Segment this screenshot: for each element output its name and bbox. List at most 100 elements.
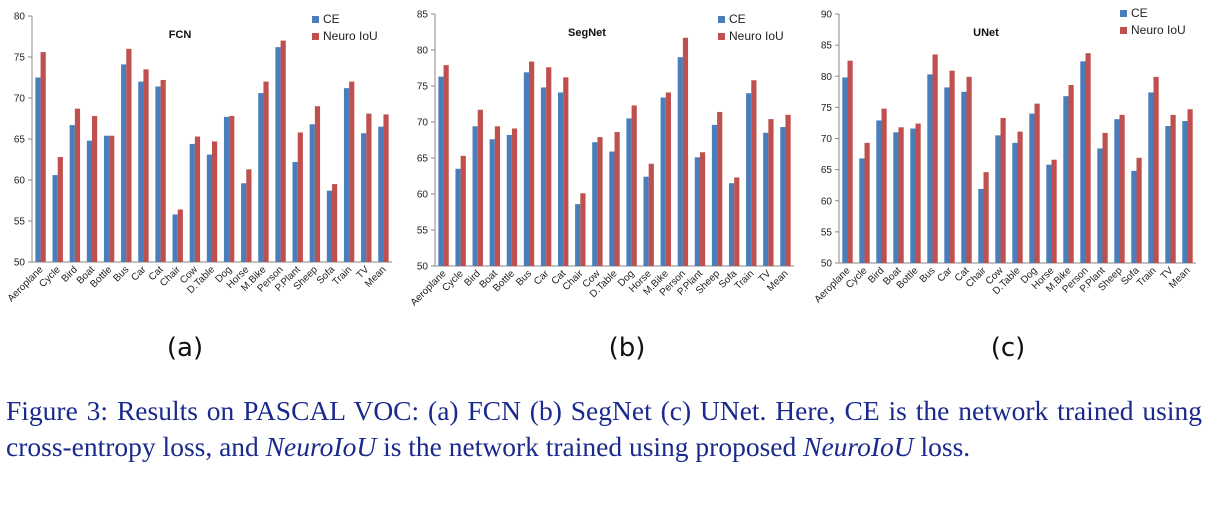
segnet-bar-neuro-iou-cat — [563, 77, 569, 266]
panel-label-b: (b) — [608, 333, 646, 363]
caption-italic-neuroiou-1: NeuroIoU — [265, 431, 377, 462]
segnet-bar-neuro-iou-d-table — [614, 132, 620, 266]
fcn-bar-neuro-iou-car — [143, 69, 149, 262]
segnet-y-tick-label-70: 70 — [417, 118, 429, 129]
unet-bar-ce-m-bike — [1063, 96, 1069, 263]
unet-bar-neuro-iou-aeroplane — [847, 60, 853, 263]
fcn-bar-ce-sofa — [326, 190, 332, 262]
segnet-y-tick-label-60: 60 — [417, 190, 429, 201]
fcn-bar-ce-bus — [121, 64, 127, 262]
fcn-bar-ce-mean — [378, 126, 384, 262]
unet-bar-ce-boat — [893, 132, 899, 263]
segnet-bar-ce-horse — [643, 176, 649, 266]
caption-prefix: Figure 3: Results on PASCAL VOC: (a) FCN… — [6, 395, 1202, 462]
fcn-bar-neuro-iou-bird — [74, 108, 81, 262]
fcn-bar-neuro-iou-tv — [366, 113, 372, 262]
segnet-legend-swatch-ce — [718, 16, 725, 23]
unet-y-tick-label-65: 65 — [821, 165, 833, 176]
unet-bar-neuro-iou-m-bike — [1068, 84, 1074, 263]
segnet-y-tick-label-65: 65 — [417, 154, 429, 165]
fcn-bar-neuro-iou-cycle — [57, 157, 63, 262]
segnet-bar-neuro-iou-boat — [494, 126, 501, 266]
unet-y-tick-label-50: 50 — [821, 259, 833, 270]
fcn-y-tick-label-80: 80 — [14, 12, 26, 23]
segnet-bar-neuro-iou-sheep — [717, 111, 723, 266]
unet-bar-neuro-iou-sofa — [1136, 157, 1142, 263]
unet-bar-neuro-iou-bus — [932, 54, 938, 264]
unet-y-tick-label-75: 75 — [821, 103, 833, 114]
unet-bar-neuro-iou-tv — [1170, 114, 1176, 263]
unet-chart-title: UNet — [973, 27, 999, 39]
fcn-bar-neuro-iou-cow — [194, 136, 201, 262]
segnet-bar-ce-chair — [575, 204, 581, 266]
segnet-bar-neuro-iou-mean — [785, 114, 791, 266]
segnet-bar-ce-bird — [472, 126, 478, 266]
unet-bar-ce-mean — [1182, 121, 1188, 263]
fcn-category-label-car: Car — [129, 264, 149, 284]
panel-label-c: (c) — [990, 333, 1026, 363]
fcn-bar-ce-person — [275, 47, 281, 262]
segnet-y-tick-label-50: 50 — [417, 262, 429, 273]
caption-italic-neuroiou-2: NeuroIoU — [803, 431, 914, 462]
segnet-y-tick-label-55: 55 — [417, 226, 429, 237]
fcn-bar-neuro-iou-d-table — [212, 141, 218, 262]
fcn-bar-neuro-iou-m-bike — [263, 81, 269, 262]
segnet-bar-ce-d-table — [609, 151, 615, 266]
unet-bar-ce-tv — [1165, 126, 1171, 263]
unet-chart: 505560657075808590AeroplaneCycleBirdBoat… — [813, 6, 1196, 305]
fcn-bar-ce-horse — [241, 183, 247, 262]
fcn-bar-ce-dog — [223, 116, 230, 262]
fcn-bar-neuro-iou-sofa — [332, 184, 338, 262]
fcn-chart: 50556065707580AeroplaneCycleBirdBoatBott… — [6, 12, 392, 304]
unet-bar-ce-bus — [927, 74, 933, 263]
segnet-legend-swatch-neuro-iou — [718, 33, 725, 40]
segnet-y-tick-label-80: 80 — [417, 46, 429, 57]
segnet-bar-neuro-iou-m-bike — [665, 92, 671, 266]
segnet-legend-label-ce: CE — [729, 12, 746, 26]
fcn-category-label-bus: Bus — [111, 264, 131, 284]
fcn-bar-neuro-iou-boat — [92, 116, 98, 262]
unet-legend-swatch-neuro-iou — [1120, 27, 1127, 34]
unet-legend-label-neuro-iou: Neuro IoU — [1131, 23, 1186, 37]
unet-bar-ce-sheep — [1114, 119, 1120, 263]
segnet-bar-neuro-iou-bus — [529, 61, 535, 266]
unet-bar-ce-p-plant — [1097, 148, 1103, 263]
segnet-bar-ce-sheep — [711, 124, 718, 266]
segnet-bar-neuro-iou-sofa — [734, 177, 740, 266]
unet-bar-neuro-iou-cycle — [864, 142, 870, 263]
segnet-bar-neuro-iou-car — [546, 67, 552, 266]
segnet-bar-neuro-iou-tv — [768, 119, 774, 267]
segnet-bar-neuro-iou-train — [751, 80, 757, 267]
segnet-category-label-car: Car — [532, 268, 552, 288]
segnet-chart-title: SegNet — [568, 27, 606, 39]
fcn-bar-neuro-iou-mean — [383, 114, 389, 263]
fcn-bar-neuro-iou-bus — [126, 48, 132, 262]
unet-bar-neuro-iou-cow — [1000, 117, 1006, 264]
fcn-bar-neuro-iou-p-plant — [297, 132, 303, 262]
fcn-bar-ce-bird — [69, 125, 75, 262]
unet-y-tick-label-55: 55 — [821, 227, 833, 238]
unet-bar-neuro-iou-cat — [966, 76, 972, 264]
segnet-category-label-train: Train — [733, 268, 757, 292]
segnet-bar-ce-p-plant — [694, 157, 700, 266]
segnet-bar-neuro-iou-bird — [477, 109, 483, 266]
segnet-bar-neuro-iou-dog — [631, 105, 637, 266]
unet-y-tick-label-70: 70 — [821, 134, 833, 145]
unet-bar-neuro-iou-p-plant — [1102, 132, 1108, 263]
unet-bar-neuro-iou-person — [1085, 53, 1091, 263]
segnet-bar-neuro-iou-chair — [580, 193, 586, 266]
fcn-category-label-train: Train — [331, 264, 355, 288]
fcn-bar-ce-car — [138, 81, 144, 262]
segnet-bar-neuro-iou-cow — [597, 137, 603, 266]
unet-bar-ce-horse — [1046, 164, 1052, 263]
unet-bar-ce-cycle — [859, 158, 865, 263]
unet-bar-ce-bottle — [910, 128, 916, 263]
fcn-chart-title: FCN — [169, 29, 192, 41]
segnet-bar-ce-bus — [523, 72, 530, 266]
unet-legend-label-ce: CE — [1131, 6, 1148, 20]
segnet-bar-ce-dog — [626, 118, 632, 267]
segnet-bar-ce-sofa — [728, 183, 735, 266]
segnet-bar-ce-cow — [592, 142, 598, 266]
fcn-bar-ce-cat — [155, 86, 161, 263]
charts-row: 50 55 60 65 70 75 80 Aeroplane Cycle Bird Boat Bott… — [6, 6, 1196, 308]
